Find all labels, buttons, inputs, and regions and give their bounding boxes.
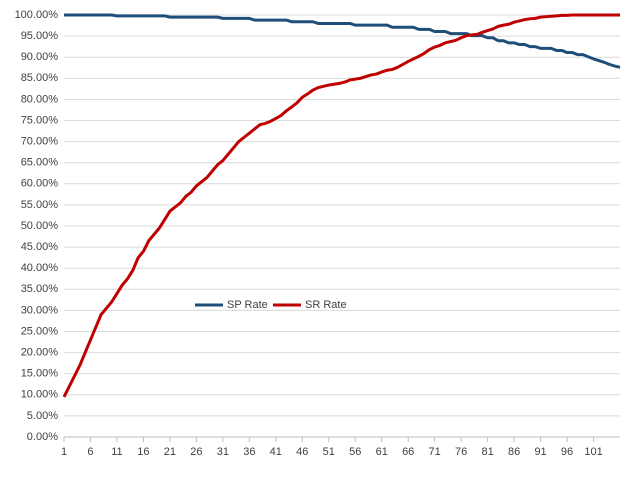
- y-tick-label: 90.00%: [21, 51, 59, 63]
- y-tick-label: 20.00%: [21, 347, 59, 359]
- x-tick-label: 51: [323, 446, 335, 458]
- x-tick-label: 31: [217, 446, 229, 458]
- x-tick-label: 41: [270, 446, 282, 458]
- x-tick-label: 76: [455, 446, 467, 458]
- x-tick-label: 86: [508, 446, 520, 458]
- series-line: [64, 13, 621, 69]
- y-tick-label: 25.00%: [21, 325, 59, 337]
- x-tick-label: 46: [296, 446, 308, 458]
- y-tick-label: 100.00%: [15, 9, 59, 21]
- y-tick-label: 55.00%: [21, 199, 59, 211]
- x-tick-label: 66: [402, 446, 414, 458]
- x-tick-label: 16: [137, 446, 149, 458]
- x-tick-label: 11: [111, 446, 122, 458]
- y-tick-label: 40.00%: [21, 262, 59, 274]
- x-tick-label: 21: [164, 446, 176, 458]
- x-tick-label: 1: [61, 446, 67, 458]
- x-tick-label: 71: [429, 446, 441, 458]
- y-tick-label: 75.00%: [21, 114, 59, 126]
- legend-label: SP Rate: [227, 299, 268, 311]
- x-tick-label: 56: [349, 446, 361, 458]
- x-tick-label: 101: [584, 446, 602, 458]
- y-tick-label: 70.00%: [21, 136, 59, 148]
- y-tick-label: 45.00%: [21, 241, 59, 253]
- y-tick-label: 80.00%: [21, 93, 59, 105]
- y-tick-label: 0.00%: [27, 431, 58, 443]
- y-tick-label: 65.00%: [21, 157, 59, 169]
- y-tick-label: 85.00%: [21, 72, 59, 84]
- x-tick-label: 6: [87, 446, 93, 458]
- y-tick-label: 5.00%: [27, 410, 58, 422]
- series-line: [62, 13, 620, 398]
- x-tick-label: 61: [376, 446, 388, 458]
- x-tick-label: 26: [190, 446, 202, 458]
- y-tick-label: 95.00%: [21, 30, 59, 42]
- y-tick-label: 35.00%: [21, 283, 59, 295]
- x-tick-label: 96: [561, 446, 573, 458]
- y-tick-label: 10.00%: [21, 389, 59, 401]
- x-tick-label: 81: [481, 446, 493, 458]
- legend-label: SR Rate: [305, 299, 347, 311]
- y-tick-label: 30.00%: [21, 304, 59, 316]
- y-tick-label: 60.00%: [21, 178, 59, 190]
- x-tick-label: 36: [243, 446, 255, 458]
- x-tick-label: 91: [534, 446, 546, 458]
- y-tick-label: 15.00%: [21, 368, 59, 380]
- y-tick-label: 50.00%: [21, 220, 59, 232]
